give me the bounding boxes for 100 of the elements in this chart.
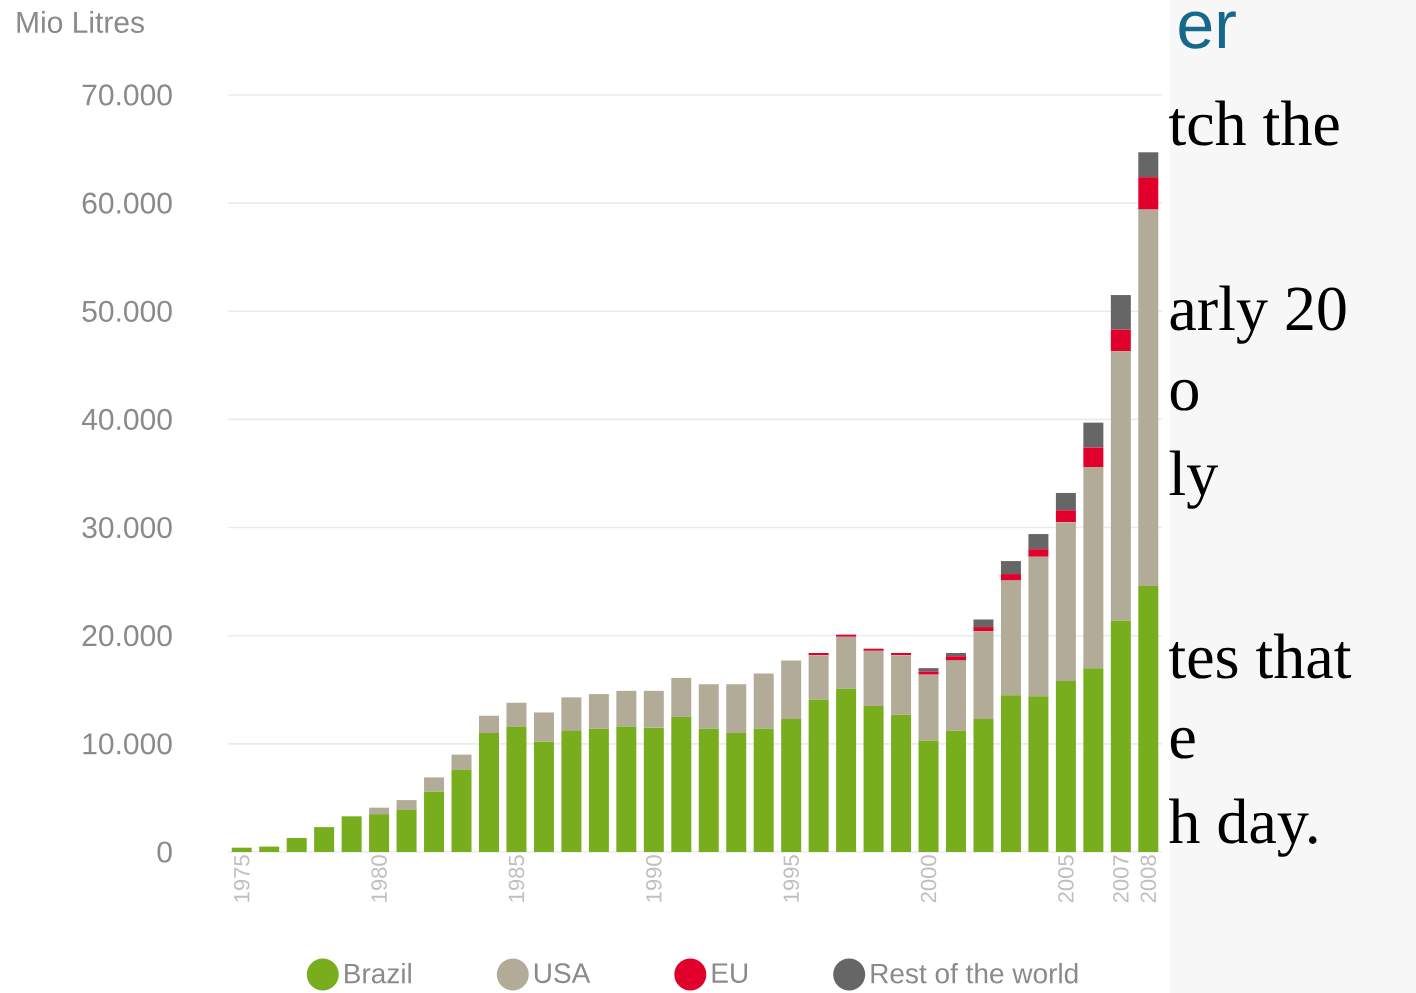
bar [946,660,966,731]
y-tick-label: 40.000 [81,408,172,431]
text: tch the [1169,100,1339,146]
x-tick-label: 1980 [371,855,387,902]
bar [698,728,719,852]
bar [478,733,499,852]
bar [1055,492,1076,511]
bar [946,730,966,852]
bar [616,690,637,727]
bar [478,715,499,734]
bar [918,740,939,852]
bar [1028,549,1049,557]
bar [1055,681,1076,852]
text: o [1170,379,1198,411]
bar [1083,422,1104,448]
bar [561,730,582,852]
text: h day. [1169,798,1317,857]
bar [1028,534,1049,550]
bar [1138,177,1159,210]
bar [643,727,664,852]
bar [286,837,307,852]
x-tick-label: 2000 [920,855,937,903]
bar [533,741,554,852]
bar [973,627,994,632]
bar [1110,295,1131,330]
bar [424,791,445,852]
bar [781,718,802,852]
bar [1000,561,1021,575]
bar [1110,329,1131,352]
bar [1000,580,1021,696]
bar [1000,695,1021,852]
bar [314,827,335,852]
bar [863,706,884,852]
bar [753,728,774,852]
x-tick-label: 2008 [1140,855,1157,903]
y-tick-label: 10.000 [83,733,172,755]
bar [396,800,417,810]
bar [726,733,747,852]
bar [726,684,747,734]
bar [836,634,857,637]
bar [891,653,912,656]
bar [533,712,554,742]
bar [1028,696,1049,852]
legend-label: USA [534,963,591,984]
legend-label: EU [712,963,748,983]
bar [781,660,802,719]
bar [863,650,884,706]
bar [1138,585,1159,852]
bar [1028,556,1049,697]
y-tick-label: 70.000 [82,84,172,106]
bar [561,697,582,731]
bar [891,714,912,852]
bar [1055,510,1076,523]
bar [1055,522,1076,682]
bar [1138,152,1159,178]
bar [671,677,692,717]
bar [643,690,664,728]
x-tick-label: 1975 [233,855,250,902]
x-tick-label: 2007 [1113,855,1129,903]
bar [259,846,280,852]
text: ly [1169,450,1218,509]
x-tick-label: 2005 [1058,855,1074,903]
bar [1000,574,1021,581]
bar [369,814,390,852]
bar [341,816,362,852]
bar [918,674,939,741]
y-tick-label: 0 [157,841,172,863]
y-axis-title: Mio Litres [17,10,144,33]
bar [588,728,609,852]
bar [973,619,994,628]
bar [424,777,445,792]
y-tick-label: 60.000 [82,192,172,214]
x-tick-label: 1985 [508,855,525,902]
bar [671,716,692,852]
y-tick-label: 50.000 [82,300,172,322]
text: arly 20 [1170,285,1346,344]
bar [506,726,527,852]
text: e [1170,727,1195,759]
x-tick-label: 1995 [783,855,799,902]
x-tick-label: 1990 [646,855,662,902]
bar [808,699,829,852]
bar [1138,209,1159,586]
bar [396,809,417,852]
bar [808,653,829,656]
legend-label: Rest of the world [871,962,1078,984]
bar [1110,620,1131,852]
bar [753,673,774,729]
bar [231,847,252,852]
bar [891,655,912,715]
bar [863,648,884,651]
y-tick-label: 20.000 [82,625,172,647]
bar [973,718,994,852]
bar [836,636,857,689]
bar [808,655,829,700]
bar [588,694,609,729]
bar [1083,466,1104,669]
bar [616,726,637,852]
text: er [1179,11,1236,49]
bar [1110,351,1131,621]
bar [698,684,719,729]
